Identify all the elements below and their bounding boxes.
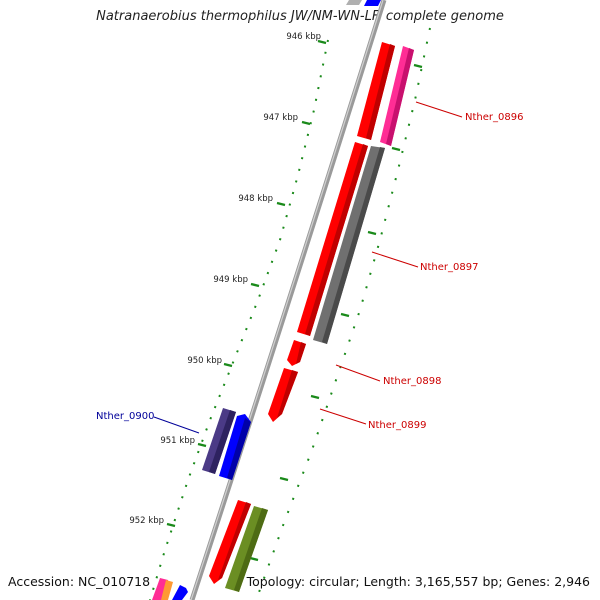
lower-olive-feature-shade bbox=[234, 508, 268, 592]
gene-nther-0897-cds-shade bbox=[305, 144, 368, 336]
gene-nther-0900-feature-shade bbox=[209, 410, 236, 474]
topology-text: Topology: circular; Length: 3,165,557 bp… bbox=[246, 574, 590, 589]
bottom-partial-orange bbox=[161, 580, 173, 600]
tick-label-949: 949 kbp bbox=[213, 275, 248, 285]
gene-nther-0896-feature-shade bbox=[386, 48, 414, 146]
gene-nther-0897-feature-shade bbox=[322, 147, 385, 344]
inner-major-ticks bbox=[166, 39, 327, 528]
gene-nther-0899-cds-shade bbox=[277, 370, 298, 418]
bottom-partial-pink bbox=[152, 578, 168, 600]
tick-label-946: 946 kbp bbox=[286, 32, 321, 42]
gene-label-nther-0900[interactable]: Nther_0900 bbox=[96, 411, 154, 422]
bottom-partial-blue bbox=[172, 585, 188, 600]
leader-line-nther-0897 bbox=[371, 251, 419, 268]
lower-red-cds-shade bbox=[218, 502, 251, 580]
partial-feature-top-blue bbox=[364, 0, 381, 6]
outer-major-ticks bbox=[249, 63, 423, 562]
tick-label-948: 948 kbp bbox=[238, 194, 273, 204]
gene-label-nther-0898[interactable]: Nther_0898 bbox=[383, 376, 441, 387]
tick-label-951: 951 kbp bbox=[160, 436, 195, 446]
accession-text: Accession: NC_010718 bbox=[8, 574, 151, 589]
leader-line-nther-0898 bbox=[335, 364, 381, 382]
leader-line-nther-0896 bbox=[415, 101, 463, 118]
gene-nther-0898-cds-shade bbox=[296, 342, 306, 364]
inner-scale-arc bbox=[149, 39, 329, 600]
gene-nther-0896-cds-shade bbox=[366, 44, 395, 140]
tick-label-947: 947 kbp bbox=[263, 113, 298, 123]
gene-label-nther-0896[interactable]: Nther_0896 bbox=[465, 112, 523, 123]
tick-label-950: 950 kbp bbox=[187, 356, 222, 366]
gene-label-nther-0899[interactable]: Nther_0899 bbox=[368, 420, 426, 431]
gene-label-nther-0897[interactable]: Nther_0897 bbox=[420, 262, 478, 273]
genome-title: Natranaerobius thermophilus JW/NM-WN-LF,… bbox=[96, 9, 504, 24]
genome-backbone bbox=[189, 0, 387, 600]
gene-nther-0900-cds-shade bbox=[227, 418, 251, 480]
genome-backbone-highlight bbox=[190, 0, 384, 600]
tick-label-952: 952 kbp bbox=[129, 516, 164, 526]
leader-line-nther-0900 bbox=[153, 416, 200, 434]
leader-line-nther-0899 bbox=[319, 408, 367, 425]
partial-feature-top-gray bbox=[346, 0, 362, 5]
